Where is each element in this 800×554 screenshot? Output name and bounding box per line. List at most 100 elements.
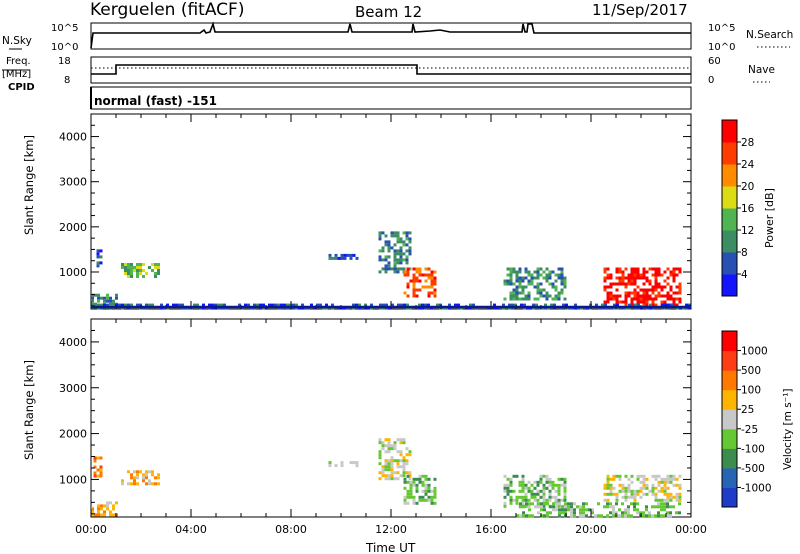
- echo-cell: [651, 483, 655, 487]
- echo-cell: [334, 253, 338, 257]
- echo-cell: [396, 459, 400, 463]
- echo-cell: [524, 267, 528, 271]
- echo-cell: [506, 486, 510, 490]
- echo-cell: [99, 249, 103, 253]
- echo-cell: [669, 480, 673, 484]
- echo-cell: [247, 303, 250, 307]
- echo-cell: [654, 505, 657, 509]
- echo-cell: [421, 489, 425, 493]
- echo-cell: [563, 297, 567, 301]
- echo-cell: [408, 237, 412, 241]
- echo-cell: [109, 501, 112, 505]
- echo-cell: [555, 505, 558, 509]
- echo-cell: [548, 492, 552, 496]
- echo-cell: [115, 296, 118, 300]
- echo-cell: [657, 267, 661, 271]
- echo-cell: [615, 297, 619, 301]
- echo-cell: [551, 282, 555, 286]
- echo-cell: [524, 486, 528, 490]
- echo-cell: [509, 276, 513, 280]
- echo-cell: [399, 258, 403, 262]
- echo-cell: [621, 489, 625, 493]
- echo-cell: [433, 276, 437, 280]
- echo-cell: [521, 498, 525, 502]
- echo-cell: [627, 486, 631, 490]
- echo-cell: [615, 511, 618, 515]
- echo-cell: [552, 502, 555, 506]
- echo-cell: [524, 285, 528, 289]
- echo-cell: [645, 270, 649, 274]
- echo-cell: [663, 477, 667, 481]
- echo-cell: [639, 294, 643, 298]
- echo-cell: [558, 508, 561, 512]
- echo-cell: [539, 495, 543, 499]
- y-tick-label: 3000: [59, 176, 87, 189]
- echo-cell: [415, 270, 419, 274]
- echo-cell: [606, 492, 610, 496]
- echo-cell: [549, 511, 552, 515]
- echo-cell: [343, 253, 347, 257]
- echo-cell: [100, 296, 103, 300]
- echo-cell: [527, 498, 531, 502]
- echo-cell: [96, 252, 100, 256]
- echo-cell: [555, 502, 558, 506]
- echo-cell: [415, 501, 419, 505]
- echo-cell: [103, 504, 106, 508]
- echo-cell: [573, 511, 576, 515]
- echo-cell: [418, 288, 422, 292]
- echo-cell: [421, 303, 424, 307]
- echo-cell: [563, 285, 567, 289]
- echo-cell: [399, 465, 403, 469]
- echo-cell: [630, 489, 634, 493]
- echo-cell: [648, 511, 651, 515]
- echo-cell: [675, 297, 679, 301]
- echo-cell: [96, 468, 100, 472]
- echo-cell: [657, 498, 661, 502]
- echo-cell: [603, 498, 607, 502]
- colorbar-tick-label: -100: [741, 443, 765, 455]
- echo-cell: [657, 270, 661, 274]
- echo-cell: [624, 492, 628, 496]
- echo-cell: [393, 258, 397, 262]
- echo-cell: [340, 253, 344, 257]
- echo-cell: [557, 486, 561, 490]
- echo-cell: [660, 498, 664, 502]
- echo-cell: [663, 480, 667, 484]
- echo-cell: [666, 502, 669, 506]
- echo-cell: [409, 492, 413, 496]
- echo-cell: [630, 270, 634, 274]
- echo-cell: [621, 273, 625, 277]
- echo-cell: [533, 297, 537, 301]
- echo-cell: [536, 297, 540, 301]
- echo-cell: [570, 508, 573, 512]
- echo-cell: [666, 505, 669, 509]
- echo-cell: [121, 266, 124, 269]
- echo-cell: [618, 279, 622, 283]
- echo-cell: [96, 474, 100, 478]
- echo-cell: [115, 501, 118, 505]
- echo-cell: [130, 263, 133, 266]
- echo-cell: [633, 502, 636, 506]
- echo-cell: [352, 303, 355, 307]
- echo-cell: [557, 291, 561, 295]
- echo-cell: [157, 473, 160, 477]
- echo-cell: [560, 477, 564, 481]
- echo-cell: [663, 270, 667, 274]
- echo-cell: [127, 272, 130, 275]
- echo-cell: [651, 486, 655, 490]
- echo-cell: [427, 486, 431, 490]
- echo-cell: [109, 510, 112, 514]
- echo-cell: [355, 464, 359, 468]
- echo-cell: [588, 508, 591, 512]
- echo-cell: [536, 282, 540, 286]
- echo-cell: [139, 272, 142, 275]
- echo-cell: [97, 303, 100, 307]
- echo-cell: [399, 450, 403, 454]
- echo-cell: [554, 294, 558, 298]
- echo-cell: [133, 476, 136, 480]
- echo-cell: [406, 474, 410, 478]
- echo-cell: [412, 288, 416, 292]
- echo-cell: [121, 303, 124, 307]
- echo-cell: [633, 291, 637, 295]
